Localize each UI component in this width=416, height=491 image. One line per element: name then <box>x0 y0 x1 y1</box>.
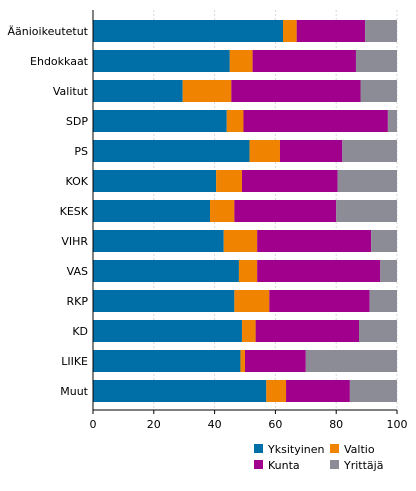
bar-KESK-Yksityinen <box>93 200 211 222</box>
bar-PS-Yrittäjä <box>342 140 397 162</box>
bar-VAS-Valtio <box>238 260 258 282</box>
legend-label-Yksityinen: Yksityinen <box>267 443 324 456</box>
bar-SDP-Yksityinen <box>93 110 227 132</box>
bar-Ehdokkaat-Yksityinen <box>93 50 230 72</box>
bar-Valitut-Valtio <box>182 80 232 102</box>
bar-RKP-Yksityinen <box>93 290 235 312</box>
bar-VIHR-Yrittäjä <box>371 230 397 252</box>
bar-PS-Yksityinen <box>93 140 250 162</box>
bars <box>93 20 397 402</box>
category-label: PS <box>74 145 88 158</box>
category-label: Muut <box>60 385 88 398</box>
bar-Valitut-Yrittäjä <box>360 80 397 102</box>
bar-VIHR-Yksityinen <box>93 230 224 252</box>
bar-KD-Yrittäjä <box>359 320 397 342</box>
bar-Äänioikeutetut-Yrittäjä <box>365 20 397 42</box>
category-label: KOK <box>66 175 89 188</box>
bar-RKP-Yrittäjä <box>369 290 397 312</box>
bar-Valitut-Yksityinen <box>93 80 183 102</box>
bar-Muut-Yrittäjä <box>349 380 397 402</box>
x-tick-label: 40 <box>208 418 222 431</box>
x-tick-label: 100 <box>387 418 408 431</box>
bar-PS-Valtio <box>249 140 280 162</box>
bar-Muut-Valtio <box>266 380 287 402</box>
category-label: KD <box>72 325 88 338</box>
bar-VAS-Kunta <box>257 260 381 282</box>
bar-KD-Kunta <box>255 320 359 342</box>
bar-VIHR-Valtio <box>223 230 258 252</box>
bar-KOK-Kunta <box>241 170 338 192</box>
bar-SDP-Yrittäjä <box>387 110 397 132</box>
bar-KESK-Yrittäjä <box>336 200 397 222</box>
legend-label-Yrittäjä: Yrittäjä <box>343 459 383 472</box>
bar-SDP-Valtio <box>226 110 244 132</box>
category-label: LIIKE <box>61 355 88 368</box>
bar-KOK-Yksityinen <box>93 170 217 192</box>
bar-SDP-Kunta <box>243 110 388 132</box>
category-label: RKP <box>67 295 89 308</box>
bar-RKP-Valtio <box>234 290 270 312</box>
legend: Yksityinen Valtio Kunta Yrittäjä <box>254 443 383 472</box>
category-label: VIHR <box>61 235 88 248</box>
legend-swatch-Kunta <box>254 460 263 469</box>
legend-swatch-Yksityinen <box>254 444 263 453</box>
bar-LIIKE-Kunta <box>245 350 306 372</box>
bar-Äänioikeutetut-Kunta <box>296 20 366 42</box>
legend-swatch-Yrittäjä <box>330 460 339 469</box>
bar-Muut-Kunta <box>286 380 350 402</box>
bar-LIIKE-Valtio <box>240 350 245 372</box>
category-label: Valitut <box>53 85 89 98</box>
bar-KD-Yksityinen <box>93 320 242 342</box>
x-tick-label: 60 <box>268 418 282 431</box>
category-label: Äänioikeutetut <box>8 25 89 38</box>
bar-Äänioikeutetut-Yksityinen <box>93 20 283 42</box>
bar-RKP-Kunta <box>269 290 370 312</box>
bar-Ehdokkaat-Kunta <box>252 50 356 72</box>
category-label: KESK <box>60 205 89 218</box>
bar-Ehdokkaat-Valtio <box>229 50 253 72</box>
bar-VAS-Yrittäjä <box>380 260 397 282</box>
category-label: VAS <box>67 265 88 278</box>
bar-VAS-Yksityinen <box>93 260 239 282</box>
x-tick-label: 80 <box>329 418 343 431</box>
bar-KD-Valtio <box>241 320 256 342</box>
bar-LIIKE-Yksityinen <box>93 350 241 372</box>
x-tick-label: 0 <box>90 418 97 431</box>
bar-KOK-Valtio <box>216 170 242 192</box>
legend-swatch-Valtio <box>330 444 339 453</box>
bar-Äänioikeutetut-Valtio <box>283 20 297 42</box>
bar-KESK-Kunta <box>234 200 337 222</box>
x-tick-label: 20 <box>147 418 161 431</box>
bar-Ehdokkaat-Yrittäjä <box>355 50 397 72</box>
bar-Valitut-Kunta <box>231 80 361 102</box>
bar-PS-Kunta <box>279 140 343 162</box>
bar-KOK-Yrittäjä <box>337 170 397 192</box>
bar-VIHR-Kunta <box>257 230 372 252</box>
bar-KESK-Valtio <box>210 200 235 222</box>
legend-label-Kunta: Kunta <box>268 459 300 472</box>
bar-Muut-Yksityinen <box>93 380 267 402</box>
category-label: Ehdokkaat <box>30 55 89 68</box>
legend-label-Valtio: Valtio <box>344 443 375 456</box>
bar-LIIKE-Yrittäjä <box>305 350 397 372</box>
category-label: SDP <box>66 115 88 128</box>
